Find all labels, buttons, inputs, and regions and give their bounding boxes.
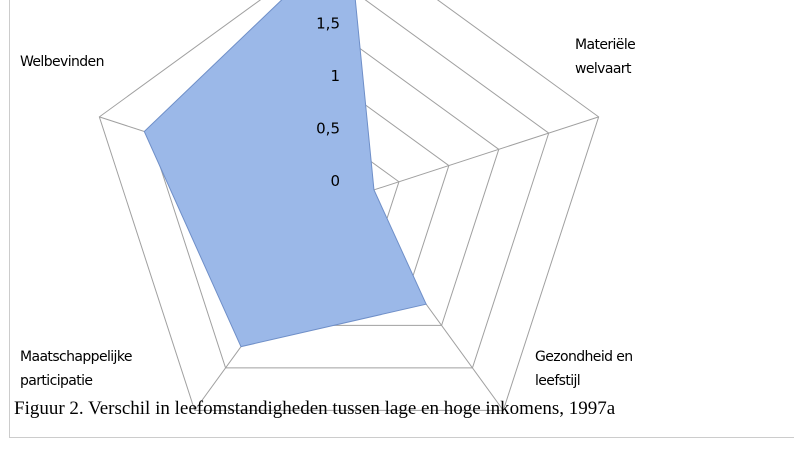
category-label: Gezondheid en leefstijl: [535, 349, 633, 389]
category-label: Materiële welvaart: [575, 37, 636, 77]
data-area: [143, 0, 427, 348]
r-tick-label: 0,5: [316, 120, 340, 138]
grid-ring: [98, 0, 600, 411]
category-label: Welbevinden: [20, 54, 104, 70]
spoke: [348, 116, 599, 199]
category-label: Maatschappelijke participatie: [20, 349, 132, 389]
r-tick-label: 1: [330, 67, 340, 85]
r-tick-label: 1,5: [316, 15, 340, 33]
r-tick-label: 0: [330, 172, 340, 190]
caption: Figuur 2. Verschil in leefomstandigheden…: [14, 398, 616, 419]
